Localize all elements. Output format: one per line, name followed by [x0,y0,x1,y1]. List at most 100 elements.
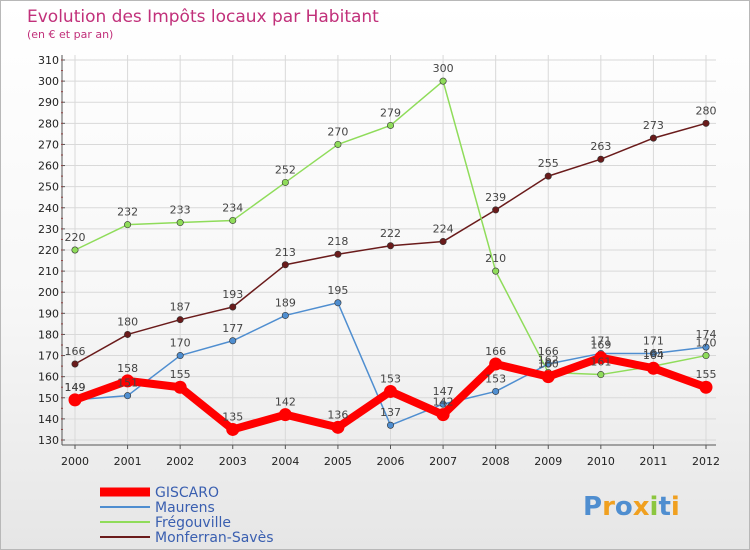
data-label: 195 [327,284,348,297]
x-tick-label: 2011 [639,455,667,468]
data-point [229,303,237,311]
data-label: 137 [380,406,401,419]
data-point [702,119,710,127]
data-point [71,246,79,254]
x-tick-label: 2001 [114,455,142,468]
data-label: 170 [170,337,191,350]
data-label: 142 [433,396,454,409]
data-label: 171 [643,334,664,347]
data-point [176,352,184,360]
data-label: 218 [327,235,348,248]
x-tick-label: 2005 [324,455,352,468]
data-label: 255 [538,157,559,170]
data-point [649,349,657,357]
data-label: 166 [485,345,506,358]
data-label: 164 [643,349,664,362]
data-label: 222 [380,227,401,240]
y-tick-label: 150 [38,392,59,405]
data-point [229,216,237,224]
proxiti-logo: Proxiti [583,492,680,522]
x-tick-label: 2006 [377,455,405,468]
y-tick-label: 260 [38,160,59,173]
data-label: 171 [590,334,611,347]
data-label: 177 [222,322,243,335]
data-label: 210 [485,252,506,265]
data-point [386,242,394,250]
y-tick-label: 250 [38,181,59,194]
data-point [649,134,657,142]
y-tick-label: 170 [38,350,59,363]
data-label: 220 [65,231,86,244]
x-tick-label: 2004 [271,455,299,468]
y-tick-label: 180 [38,328,59,341]
data-label: 187 [170,301,191,314]
data-label: 234 [222,201,243,214]
data-point [439,77,447,85]
data-point [436,408,450,422]
data-label: 273 [643,119,664,132]
y-tick-label: 200 [38,286,59,299]
data-point [334,250,342,258]
y-tick-label: 190 [38,307,59,320]
data-label: 135 [222,410,243,423]
data-point [646,361,660,375]
x-tick-label: 2008 [482,455,510,468]
y-tick-label: 310 [38,54,59,67]
data-label: 252 [275,163,296,176]
data-point [544,360,552,368]
data-point [71,360,79,368]
y-tick-label: 130 [38,434,59,447]
data-point [124,221,132,229]
data-label: 189 [275,296,296,309]
data-point [331,420,345,434]
x-tick-label: 2010 [587,455,615,468]
data-label: 147 [433,385,454,398]
data-label: 280 [696,104,717,117]
data-label: 160 [538,358,559,371]
data-label: 213 [275,246,296,259]
y-tick-label: 140 [38,413,59,426]
data-label: 232 [117,206,138,219]
data-label: 239 [485,191,506,204]
data-point [699,380,713,394]
y-tick-label: 300 [38,75,59,88]
x-tick-label: 2009 [534,455,562,468]
data-point [541,370,555,384]
data-label: 153 [380,372,401,385]
data-label: 149 [65,381,86,394]
data-point [281,311,289,319]
y-tick-label: 270 [38,138,59,151]
legend-label: Frégouville [155,515,231,531]
data-label: 151 [117,377,138,390]
y-tick-label: 210 [38,265,59,278]
data-point [68,393,82,407]
y-tick-label: 280 [38,117,59,130]
data-point [489,357,503,371]
legend-label: Monferran-Savès [155,530,274,546]
data-point [492,267,500,275]
data-point [281,178,289,186]
data-point [226,422,240,436]
svg-text:Proxiti: Proxiti [583,492,680,522]
x-tick-label: 2012 [692,455,720,468]
data-label: 166 [65,345,86,358]
data-point [121,374,135,388]
data-point [702,343,710,351]
data-point [124,392,132,400]
y-tick-label: 160 [38,371,59,384]
data-label: 174 [696,328,717,341]
data-label: 270 [327,125,348,138]
data-label: 300 [433,62,454,75]
data-point [492,206,500,214]
data-label: 193 [222,288,243,301]
chart-subtitle: (en € et par an) [27,28,113,41]
data-label: 149 [65,381,86,394]
data-label: 165 [643,347,664,360]
data-label: 169 [590,339,611,352]
data-label: 162 [538,353,559,366]
legend-label: GISCARO [155,485,219,501]
data-point [173,380,187,394]
x-tick-label: 2003 [219,455,247,468]
